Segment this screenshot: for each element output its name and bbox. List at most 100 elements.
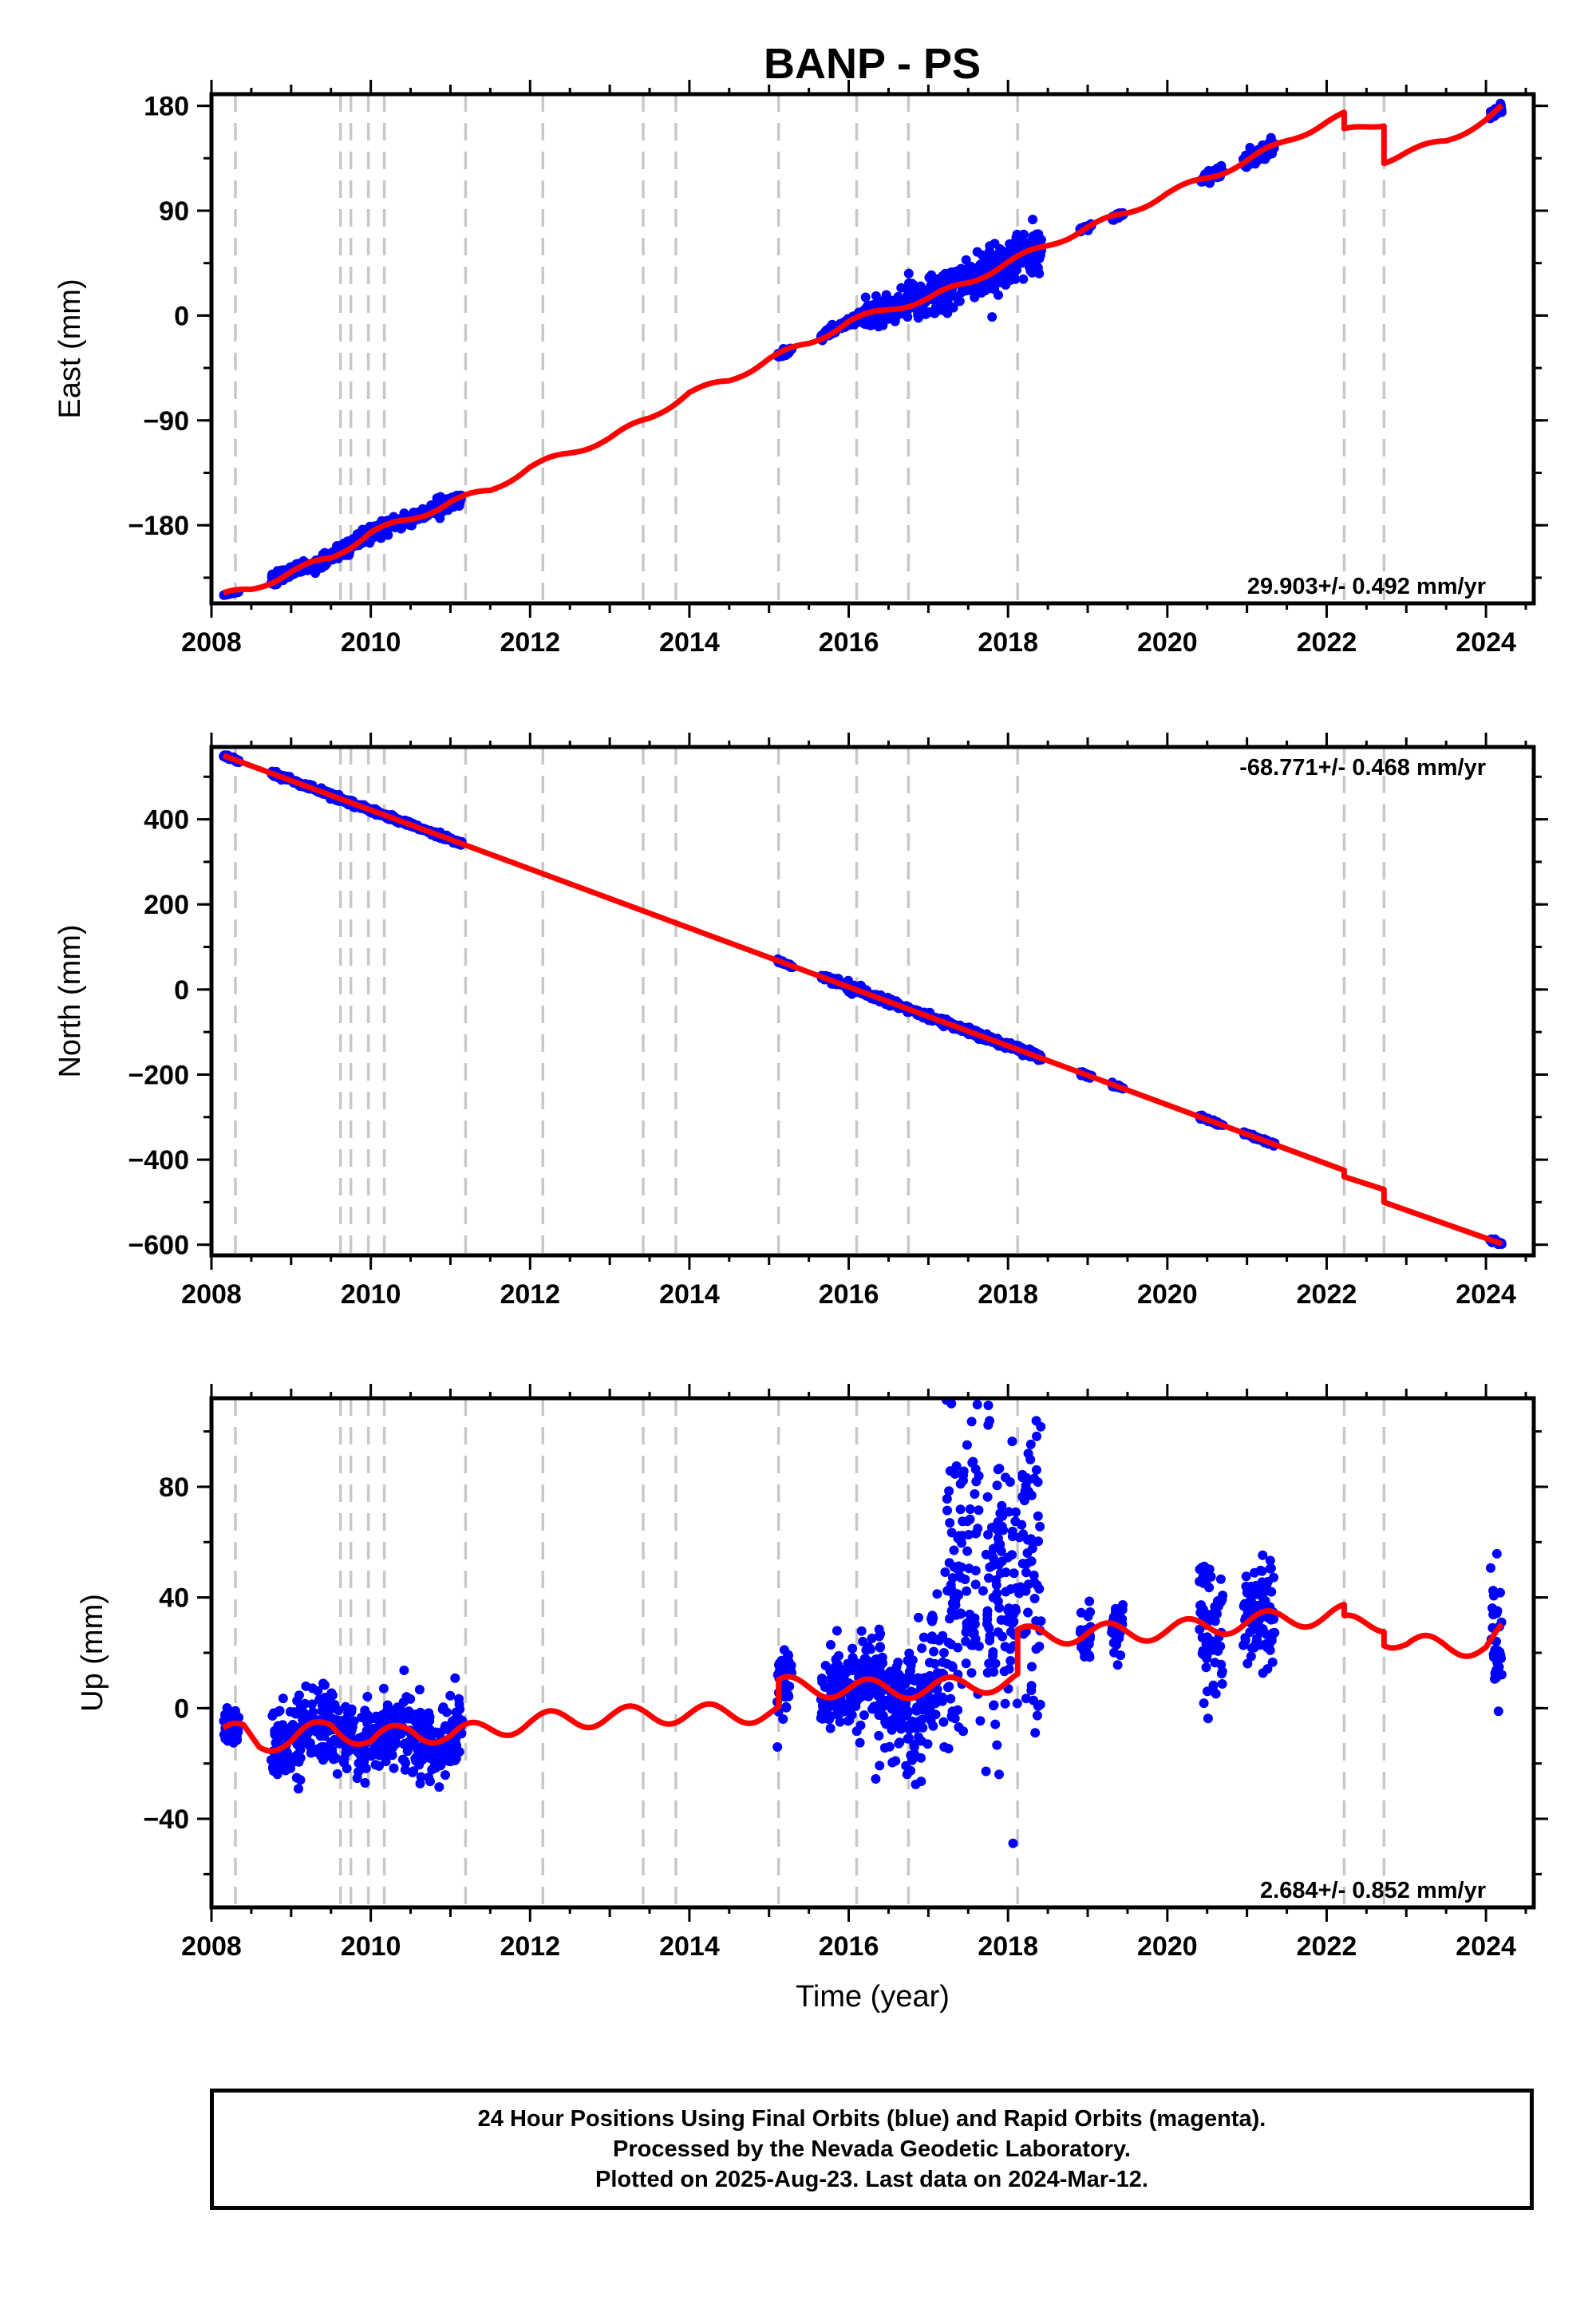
data-point [816, 1674, 827, 1683]
model-line [222, 103, 1504, 596]
data-point [978, 259, 988, 268]
data-point [1004, 1507, 1014, 1517]
data-point [856, 1626, 867, 1636]
data-point [904, 278, 914, 288]
data-point [982, 1492, 993, 1502]
data-point [954, 296, 963, 306]
data-point [1025, 1454, 1036, 1464]
x-tick-label: 2016 [819, 627, 879, 658]
data-points [219, 1362, 1507, 1848]
data-point [993, 1627, 1003, 1638]
data-point [281, 1728, 291, 1738]
data-point [994, 1464, 1005, 1474]
data-point [946, 267, 956, 278]
data-point [887, 1722, 898, 1733]
y-tick-label: −90 [143, 406, 189, 437]
x-tick-label: 2010 [341, 627, 401, 658]
data-point [417, 1717, 427, 1727]
data-point [290, 1709, 301, 1719]
data-point [276, 1757, 286, 1766]
data-point [1262, 1642, 1272, 1653]
data-point [273, 1721, 283, 1731]
data-point [1199, 1561, 1210, 1571]
data-point [1034, 1642, 1045, 1651]
data-point [1034, 268, 1045, 279]
data-point [1027, 267, 1037, 278]
data-point [361, 1763, 371, 1773]
x-tick-label: 2008 [181, 1931, 242, 1962]
data-point [1215, 1574, 1226, 1584]
data-point [916, 1777, 926, 1787]
x-ticks [210, 1384, 1527, 1922]
data-point [990, 1658, 1001, 1669]
data-point [1005, 239, 1015, 249]
data-point [1012, 265, 1022, 275]
data-point [984, 1658, 994, 1669]
footer-line-1: 24 Hour Positions Using Final Orbits (bl… [477, 2106, 1266, 2132]
data-point [946, 1587, 957, 1597]
data-point [1216, 1659, 1227, 1670]
data-point [1026, 1556, 1037, 1567]
data-point [958, 1516, 968, 1527]
data-point [860, 292, 871, 302]
data-point [451, 1707, 461, 1717]
data-point [1008, 1838, 1018, 1848]
data-point [1017, 1559, 1028, 1569]
x-tick-label: 2022 [1297, 627, 1357, 658]
model-line [222, 753, 1503, 1247]
data-point [1021, 1567, 1031, 1578]
data-point [974, 1505, 984, 1516]
data-point [1031, 1416, 1041, 1426]
data-point [974, 1641, 984, 1651]
data-point [1018, 1529, 1029, 1539]
data-point [1022, 1362, 1032, 1371]
data-point [855, 1737, 865, 1748]
data-point [971, 1476, 982, 1487]
data-point [1246, 1642, 1257, 1653]
data-point [1215, 1597, 1226, 1607]
data-point [1258, 1668, 1268, 1678]
data-point [314, 1694, 325, 1705]
data-point [1007, 1531, 1017, 1542]
data-point [930, 308, 940, 318]
data-point [1005, 1656, 1016, 1666]
data-point [1204, 1583, 1215, 1593]
y-ticks [197, 1430, 1548, 1875]
data-point [1033, 1536, 1044, 1547]
data-point [454, 1699, 464, 1709]
data-point [967, 1628, 978, 1638]
rate-label: 2.684+/- 0.852 mm/yr [1260, 1878, 1486, 1903]
data-point [966, 1615, 976, 1626]
data-point [918, 1632, 929, 1642]
data-point [938, 1717, 949, 1727]
data-point [781, 1702, 792, 1713]
data-point [879, 1743, 890, 1753]
data-point [993, 1533, 1003, 1543]
data-points [219, 98, 1507, 600]
rate-label: -68.771+/- 0.468 mm/yr [1239, 755, 1486, 781]
data-point [994, 1769, 1004, 1780]
data-point [985, 1630, 995, 1641]
data-point [943, 1744, 954, 1753]
data-point [1199, 1650, 1209, 1660]
data-point [414, 1685, 425, 1695]
data-point [942, 1494, 952, 1504]
y-tick-label: 80 [159, 1472, 189, 1503]
data-point [826, 1674, 836, 1684]
data-point [988, 1647, 998, 1657]
data-point [1487, 1603, 1497, 1614]
data-point [294, 1690, 304, 1701]
data-point [987, 312, 998, 322]
data-point [1211, 1689, 1221, 1699]
data-point [362, 1691, 373, 1701]
data-point [434, 1782, 444, 1792]
data-point [975, 1716, 986, 1726]
y-tick-label: 40 [159, 1583, 189, 1614]
data-point [1025, 1534, 1036, 1544]
data-point [927, 1631, 937, 1642]
data-point [1019, 1496, 1029, 1506]
data-point [903, 268, 914, 279]
data-point [871, 290, 881, 301]
data-point [1009, 1568, 1019, 1579]
data-point [872, 1660, 883, 1670]
